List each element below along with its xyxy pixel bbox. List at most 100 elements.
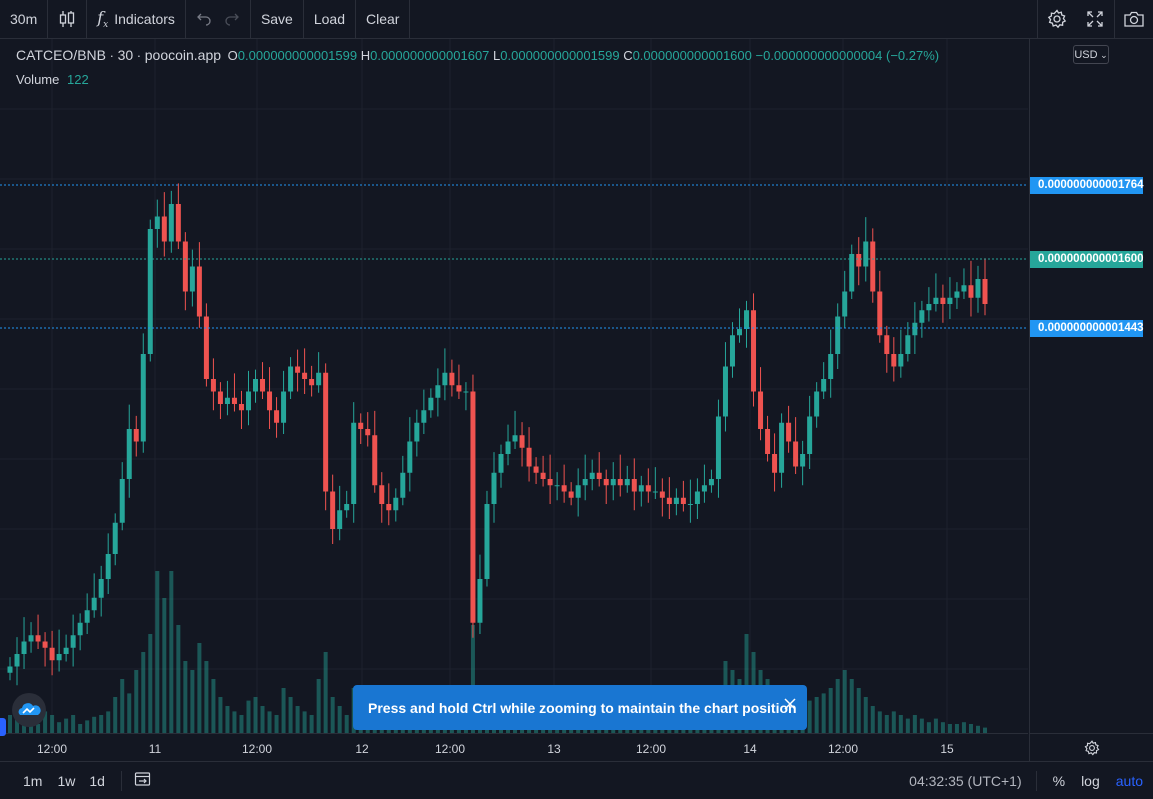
candle-body — [673, 497, 679, 504]
candle-body — [912, 322, 918, 336]
candlestick-chart[interactable] — [0, 39, 1028, 733]
scroll-handle[interactable] — [0, 718, 6, 736]
candle-body — [961, 285, 967, 292]
interval-button[interactable]: 30m — [0, 0, 47, 38]
clock-display[interactable]: 04:32:35 (UTC+1) — [909, 772, 1022, 789]
time-label: 12:00 — [827, 742, 859, 756]
candle-body — [863, 241, 869, 267]
candle-body — [772, 454, 778, 473]
toolbar-divider — [184, 0, 186, 38]
time-axis[interactable]: 12:00 11 12:00 12 12:00 13 12:00 14 12:0… — [0, 733, 1028, 762]
volume-bar — [260, 706, 265, 733]
volume-bar — [190, 670, 195, 733]
candle-body — [470, 391, 476, 623]
toast-close-button[interactable] — [783, 697, 797, 714]
candle-body — [975, 279, 981, 298]
time-label: 12:00 — [434, 742, 466, 756]
candle-body — [442, 372, 448, 386]
load-label: Load — [313, 11, 346, 27]
price-line-label[interactable]: 0.000000000001764 — [1030, 177, 1144, 194]
volume-bar — [176, 625, 181, 733]
toolbar-divider — [355, 0, 357, 38]
low-value: 0.000000000001599 — [500, 48, 620, 63]
currency-label: USD — [1074, 49, 1098, 61]
candle-body — [701, 485, 707, 492]
candle-body — [456, 385, 462, 392]
candle-body — [526, 447, 532, 467]
candle-body — [210, 379, 216, 392]
candle-body — [968, 285, 974, 298]
undo-button[interactable] — [186, 0, 218, 38]
load-button[interactable]: Load — [304, 0, 355, 38]
candle-body — [575, 485, 581, 498]
candle-body — [870, 241, 876, 292]
chart-type-button[interactable] — [48, 0, 86, 38]
save-button[interactable]: Save — [251, 0, 303, 38]
candle-body — [814, 391, 820, 417]
volume-bar — [183, 661, 188, 733]
settings-button[interactable] — [1038, 0, 1076, 38]
volume-bar — [267, 711, 272, 733]
candle-body — [77, 622, 83, 636]
candle-body — [568, 491, 574, 498]
candle-body — [715, 416, 721, 479]
volume-bar — [162, 598, 167, 733]
range-button-1m[interactable]: 1m — [23, 772, 43, 789]
volume-bar — [744, 634, 749, 733]
candle-body — [365, 429, 371, 436]
goto-date-button[interactable] — [134, 771, 152, 790]
volume-bar — [92, 716, 97, 733]
indicators-button[interactable]: fx Indicators — [87, 0, 185, 38]
candle-body — [793, 441, 799, 467]
redo-button[interactable] — [218, 0, 250, 38]
tradingview-logo[interactable] — [12, 693, 46, 727]
volume-bar — [71, 715, 76, 733]
zoom-hint-toast: Press and hold Ctrl while zooming to mai… — [353, 685, 807, 730]
clear-button[interactable]: Clear — [356, 0, 409, 38]
log-scale-toggle[interactable]: log — [1081, 772, 1100, 789]
candle-body — [786, 422, 792, 442]
axis-settings-button[interactable] — [1029, 733, 1153, 762]
volume-bar — [947, 724, 952, 733]
symbol-name[interactable]: CATCEO/BNB — [16, 47, 106, 63]
currency-button[interactable]: USD ⌄ — [1073, 45, 1109, 64]
candle-body — [477, 579, 483, 623]
low-label: L — [493, 48, 501, 63]
candle-body — [905, 335, 911, 354]
candle-body — [344, 504, 350, 511]
candle-body — [877, 291, 883, 336]
candle-body — [302, 372, 308, 379]
candle-body — [7, 666, 13, 673]
range-button-1d[interactable]: 1d — [89, 772, 105, 789]
volume-bar — [85, 720, 90, 733]
volume-bar — [842, 670, 847, 733]
candle-body — [919, 310, 925, 323]
candle-body — [161, 216, 167, 242]
toast-message: Press and hold Ctrl while zooming to mai… — [368, 699, 797, 716]
gear-icon — [1084, 740, 1100, 756]
volume-bar — [43, 711, 48, 733]
percent-scale-toggle[interactable]: % — [1052, 772, 1066, 789]
price-line-label[interactable]: 0.000000000001443 — [1030, 320, 1144, 337]
legend-separator: · — [109, 48, 114, 63]
volume-label: Volume — [16, 72, 60, 87]
candle-body — [84, 610, 90, 623]
volume-bar — [884, 715, 889, 733]
price-axis[interactable] — [1029, 39, 1153, 733]
range-button-1w[interactable]: 1w — [57, 772, 76, 789]
candle-body — [316, 372, 322, 386]
candles-icon — [60, 11, 75, 27]
candle-body — [596, 472, 602, 479]
volume-bar — [239, 715, 244, 733]
candle-body — [21, 641, 27, 654]
fullscreen-button[interactable] — [1076, 0, 1114, 38]
volume-bar — [127, 693, 132, 733]
volume-bar — [246, 700, 251, 733]
volume-bar — [316, 679, 321, 733]
candle-body — [421, 410, 427, 423]
candle-body — [729, 335, 735, 367]
auto-scale-toggle[interactable]: auto — [1115, 772, 1143, 789]
candle-body — [35, 635, 41, 642]
screenshot-button[interactable] — [1115, 0, 1153, 38]
candle-body — [940, 297, 946, 304]
